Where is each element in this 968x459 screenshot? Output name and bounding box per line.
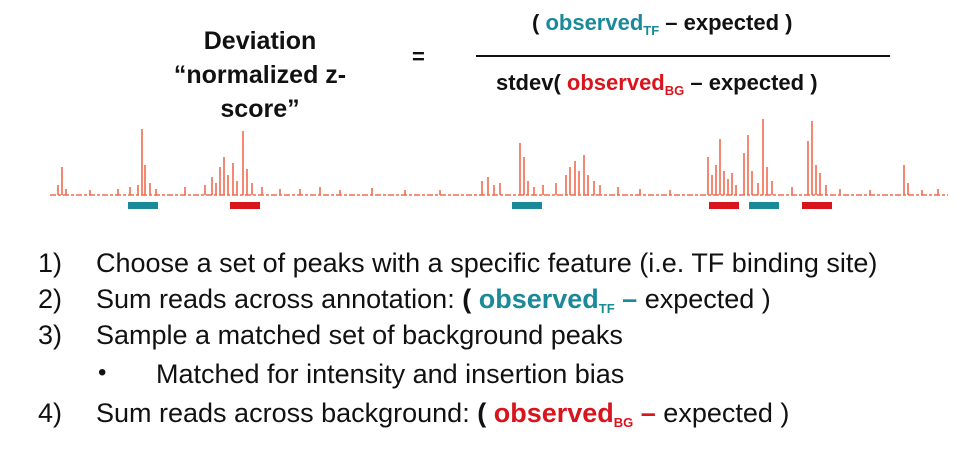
denominator: stdev( observedBG – expected ) — [496, 70, 818, 98]
genome-signal-track — [50, 119, 948, 209]
step-2: 2) Sum reads across annotation: ( observ… — [38, 284, 771, 316]
observed-bg: observed — [566, 70, 665, 95]
bg-peak-marker — [230, 202, 260, 209]
title-line-1: Deviation — [203, 27, 317, 55]
tf-peak-marker — [128, 202, 158, 209]
bg-peak-marker — [709, 202, 739, 209]
observed-tf: observed — [545, 10, 644, 35]
bg-peak-marker — [802, 202, 832, 209]
equals-sign: = — [412, 44, 425, 69]
step-1: 1) Choose a set of peaks with a specific… — [38, 248, 878, 278]
fraction-bar — [476, 55, 890, 57]
tf-peak-marker — [749, 202, 779, 209]
tf-peak-marker — [512, 202, 542, 209]
equation-lhs: Deviation “normalized z-score” — [140, 24, 380, 126]
numerator: ( observedTF – expected ) — [532, 10, 793, 38]
step-3: 3) Sample a matched set of background pe… — [38, 320, 623, 350]
step-3-bullet: • Matched for intensity and insertion bi… — [98, 359, 625, 389]
step-4: 4) Sum reads across background: ( observ… — [38, 398, 790, 430]
title-line-2: “normalized z-score” — [173, 61, 347, 123]
